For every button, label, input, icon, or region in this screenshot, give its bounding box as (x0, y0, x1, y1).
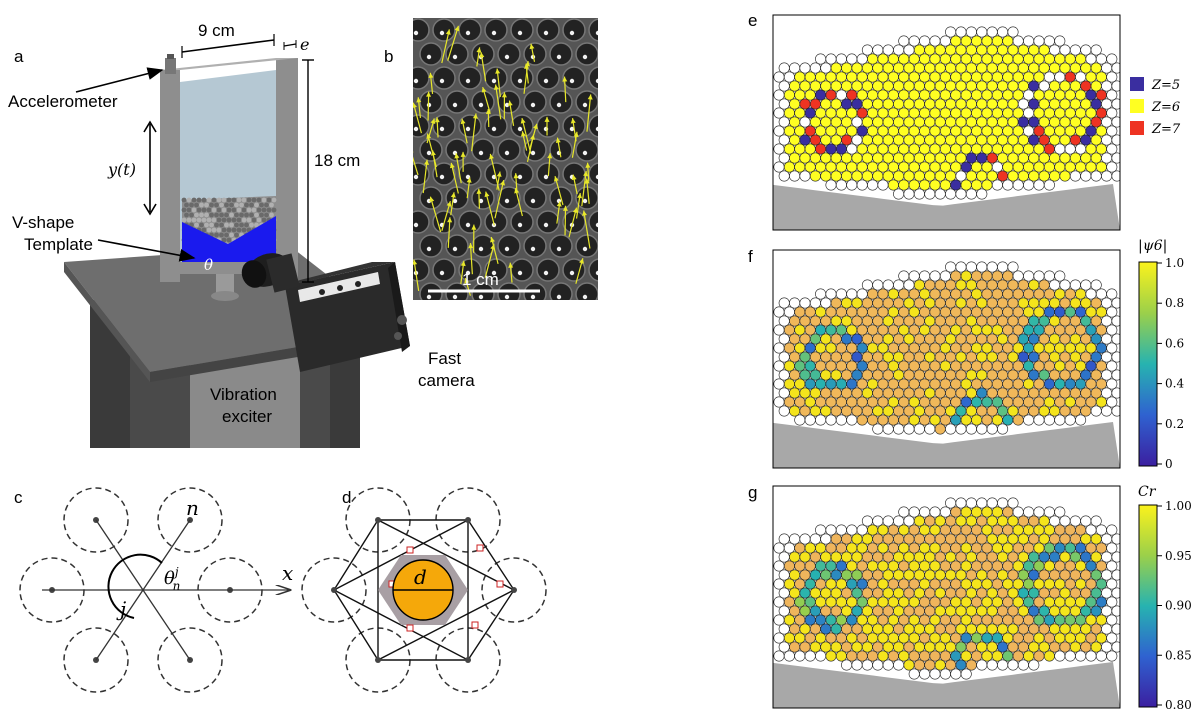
particle-j-label: j (116, 597, 126, 621)
panel-f-colorbar: |ψ6| 1.0 0.8 0.6 0.4 0.2 0 (1138, 238, 1184, 471)
colorbar-f (1138, 261, 1158, 467)
panel-letter-b: b (384, 47, 393, 66)
colorbar-tick-label: 0.2 (1165, 417, 1184, 431)
angle-arc (107, 553, 163, 619)
theta-label: θj n (164, 565, 180, 593)
cell-right-post (276, 58, 298, 284)
width-dimension-line (181, 39, 275, 53)
legend-swatch-z6 (1130, 99, 1144, 113)
colorbar-tick-label: 0.6 (1165, 336, 1184, 350)
legend-label-z5: Z=5 (1151, 78, 1180, 93)
panel-d-diagram: d (301, 487, 547, 693)
legend-swatch-z5 (1130, 77, 1144, 91)
colorbar-tick-label: 0.85 (1165, 648, 1192, 662)
colorbar-tick-label: 0 (1165, 457, 1173, 471)
panel-letter-g: g (748, 483, 757, 502)
legend-label-z6: Z=6 (1151, 100, 1180, 115)
colorbar-f-title: |ψ6| (1138, 238, 1167, 254)
thickness-label: e (300, 35, 309, 54)
colorbar-tick-label: 1.0 (1165, 256, 1184, 270)
panel-letter-c: c (14, 488, 23, 507)
exciter-label-line2: exciter (222, 407, 272, 426)
panel-letter-e: e (748, 11, 757, 30)
template-label-line1: V-shape (12, 213, 74, 232)
fast-camera (241, 253, 410, 372)
v-shape-template (182, 216, 276, 262)
colorbar-tick-label: 0.95 (1165, 549, 1192, 563)
cell-left-post (160, 70, 180, 282)
colorbar-tick-label: 0.80 (1165, 698, 1192, 712)
scale-bar-label: 1 cm (462, 270, 499, 289)
diameter-d-label: d (414, 565, 427, 589)
height-label: 18 cm (314, 151, 360, 170)
template-label-line2: Template (24, 235, 93, 254)
panel-g-cr-map (772, 485, 1121, 709)
displacement-label: y(t) (107, 160, 136, 179)
panel-c-diagram: x n θj n j (19, 487, 293, 693)
colorbar-tick-label: 0.8 (1165, 296, 1184, 310)
panel-a-apparatus: θ 9 cm e Accelerometer (8, 21, 475, 448)
panel-letter-f: f (748, 247, 753, 266)
camera-label-line1: Fast (428, 349, 461, 368)
colorbar-tick-label: 0.4 (1165, 377, 1184, 391)
x-axis-label: x (282, 561, 293, 585)
legend-label-z7: Z=7 (1151, 122, 1181, 137)
accelerometer-label: Accelerometer (8, 92, 118, 111)
width-label: 9 cm (198, 21, 235, 40)
panel-g-colorbar: Cr 1.00 0.95 0.90 0.85 0.80 (1138, 484, 1192, 712)
panel-b-photo: 1 cm (413, 18, 598, 300)
panel-e-legend: Z=5 Z=6 Z=7 (1130, 77, 1181, 137)
accelerometer-block (165, 58, 176, 74)
template-arrow (97, 239, 196, 262)
neighbor-n-label: n (186, 496, 199, 520)
accelerometer-arrow (75, 67, 164, 93)
support-stem (216, 268, 234, 296)
colorbar-g (1138, 504, 1158, 708)
colorbar-tick-label: 1.00 (1165, 499, 1192, 513)
legend-swatch-z7 (1130, 121, 1144, 135)
colorbar-tick-label: 0.90 (1165, 599, 1192, 613)
exciter-label-line1: Vibration (210, 385, 277, 404)
camera-label-line2: camera (418, 371, 475, 390)
panel-letter-a: a (14, 47, 24, 66)
panel-f-psi6-map (772, 249, 1121, 469)
panel-letter-d: d (342, 488, 351, 507)
template-angle-label: θ (204, 256, 213, 274)
panel-e-coordination-map (772, 14, 1121, 231)
colorbar-g-title: Cr (1138, 484, 1157, 500)
